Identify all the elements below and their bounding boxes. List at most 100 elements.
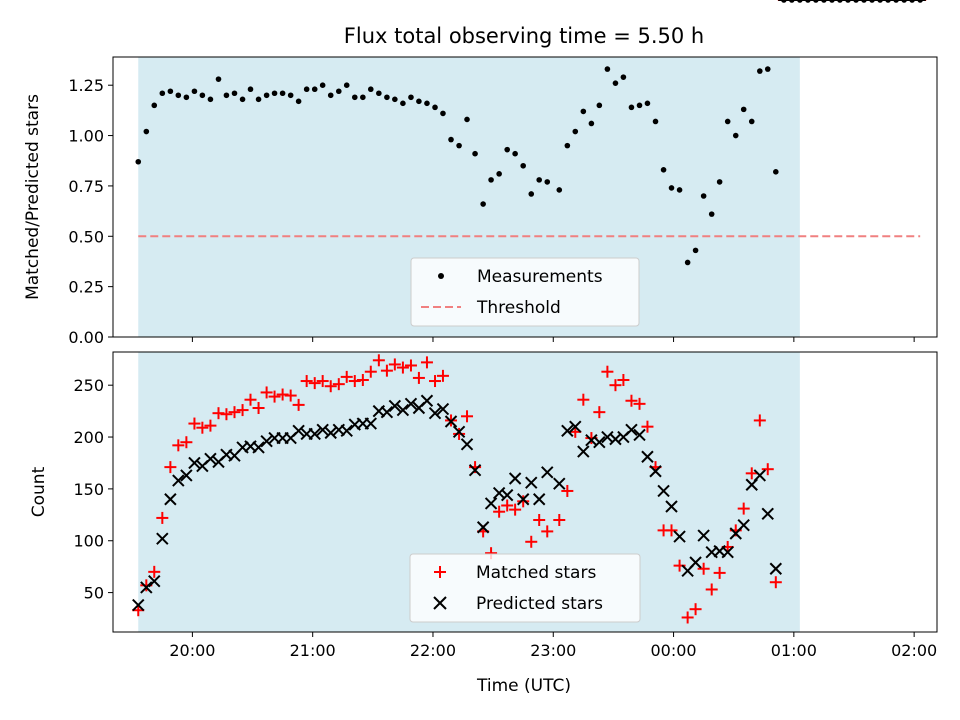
predicted-star-point bbox=[388, 399, 402, 413]
measurement-point bbox=[175, 92, 182, 99]
predicted-star-point bbox=[525, 476, 538, 489]
matched-star-point bbox=[188, 417, 201, 430]
matched-star-point bbox=[689, 603, 702, 616]
matched-star-point bbox=[461, 410, 474, 423]
predicted-star-point bbox=[593, 436, 606, 449]
counts-plot-frame bbox=[112, 351, 938, 633]
x-tick-label: 02:00 bbox=[891, 641, 937, 660]
measurement-point bbox=[151, 102, 158, 109]
matched-star-point bbox=[372, 354, 385, 367]
matched-star-point bbox=[705, 583, 718, 596]
measurement-point bbox=[351, 94, 358, 101]
predicted-star-point bbox=[340, 424, 353, 438]
predicted-star-point bbox=[585, 433, 598, 447]
predicted-star-point bbox=[396, 403, 410, 417]
matched-star-point bbox=[633, 397, 646, 410]
measurement-point bbox=[408, 94, 414, 101]
matched-star-point bbox=[228, 406, 241, 419]
measurement-point bbox=[143, 128, 150, 135]
ratio-panel: Flux total observing time = 5.50 h 0.000… bbox=[23, 0, 938, 347]
matched-star-point bbox=[697, 562, 710, 575]
x-tick-label: 01:00 bbox=[771, 641, 817, 660]
predicted-legend-marker bbox=[433, 596, 447, 610]
measurement-point bbox=[740, 106, 747, 113]
predicted-star-point bbox=[252, 441, 265, 454]
measurement-point bbox=[620, 74, 627, 80]
measurement-point bbox=[660, 167, 667, 173]
measurement-point bbox=[343, 82, 350, 89]
matched-star-point bbox=[517, 495, 530, 508]
measurement-point bbox=[496, 171, 502, 177]
measurement-point bbox=[456, 142, 462, 149]
matched-star-point bbox=[681, 611, 694, 624]
predicted-star-point bbox=[541, 466, 554, 479]
predicted-star-point bbox=[436, 402, 450, 416]
measurement-point bbox=[488, 177, 494, 183]
predicted-star-point bbox=[148, 574, 161, 588]
measurement-point bbox=[692, 247, 699, 254]
measurement-point bbox=[271, 90, 278, 97]
measurement-point bbox=[263, 92, 270, 99]
matched-star-point bbox=[737, 502, 750, 515]
matched-star-point bbox=[412, 371, 425, 384]
matched-star-point bbox=[533, 514, 546, 526]
matched-star-point bbox=[436, 369, 449, 382]
matched-star-point bbox=[453, 427, 466, 440]
predicted-star-point bbox=[769, 562, 783, 575]
predicted-star-point bbox=[561, 424, 574, 438]
y-tick-label: 1.25 bbox=[68, 76, 104, 95]
matched-star-point bbox=[609, 379, 622, 392]
measurement-point bbox=[335, 88, 342, 95]
matched-star-point bbox=[348, 375, 361, 388]
matched-star-point bbox=[220, 408, 233, 421]
matched-star-point bbox=[300, 375, 313, 388]
matched-star-point bbox=[641, 420, 654, 433]
measurement-point bbox=[255, 96, 262, 103]
matched-star-point bbox=[196, 421, 209, 434]
measurement-point bbox=[748, 118, 755, 125]
predicted-star-point bbox=[649, 465, 662, 478]
matched-legend-label: Matched stars bbox=[476, 563, 596, 583]
measurement-point bbox=[528, 191, 535, 197]
matched-star-point bbox=[212, 407, 225, 420]
threshold-legend-label: Threshold bbox=[476, 298, 561, 318]
measurement-point bbox=[628, 104, 635, 111]
measurement-point bbox=[183, 94, 190, 101]
y-tick-label: 150 bbox=[73, 480, 104, 499]
matched-star-point bbox=[316, 375, 329, 388]
measurement-point bbox=[580, 108, 587, 115]
measurement-point bbox=[327, 92, 334, 99]
matched-star-point bbox=[172, 439, 185, 452]
predicted-star-point bbox=[364, 417, 377, 430]
measurement-point bbox=[311, 86, 318, 93]
matched-star-point bbox=[509, 503, 522, 516]
predicted-star-point bbox=[697, 529, 710, 542]
matched-star-point bbox=[340, 370, 353, 383]
y-tick-label: 1.00 bbox=[68, 127, 104, 146]
predicted-star-point bbox=[633, 428, 646, 442]
predicted-star-point bbox=[324, 426, 337, 440]
predicted-legend-label: Predicted stars bbox=[476, 594, 603, 614]
counts-legend-box bbox=[409, 553, 641, 623]
matched-star-point bbox=[252, 402, 265, 414]
measurement-point bbox=[191, 88, 198, 95]
matched-star-point bbox=[364, 365, 377, 378]
matched-star-point bbox=[156, 511, 169, 524]
measurement-point bbox=[636, 102, 643, 109]
measurement-point bbox=[360, 94, 366, 101]
matched-legend-marker bbox=[434, 566, 446, 578]
measurement-point bbox=[392, 96, 398, 103]
measurement-point bbox=[231, 90, 238, 97]
predicted-star-point bbox=[689, 556, 702, 569]
matched-star-point bbox=[324, 380, 337, 393]
matched-star-point bbox=[388, 358, 401, 371]
predicted-star-point bbox=[737, 518, 750, 532]
predicted-star-point bbox=[577, 445, 590, 458]
ratio-y-label: Matched/Predicted stars bbox=[23, 94, 43, 300]
measurement-point bbox=[708, 211, 715, 217]
measurement-point bbox=[536, 177, 542, 183]
predicted-star-point bbox=[508, 472, 522, 485]
predicted-star-point bbox=[404, 397, 418, 411]
measurement-point bbox=[432, 104, 438, 111]
